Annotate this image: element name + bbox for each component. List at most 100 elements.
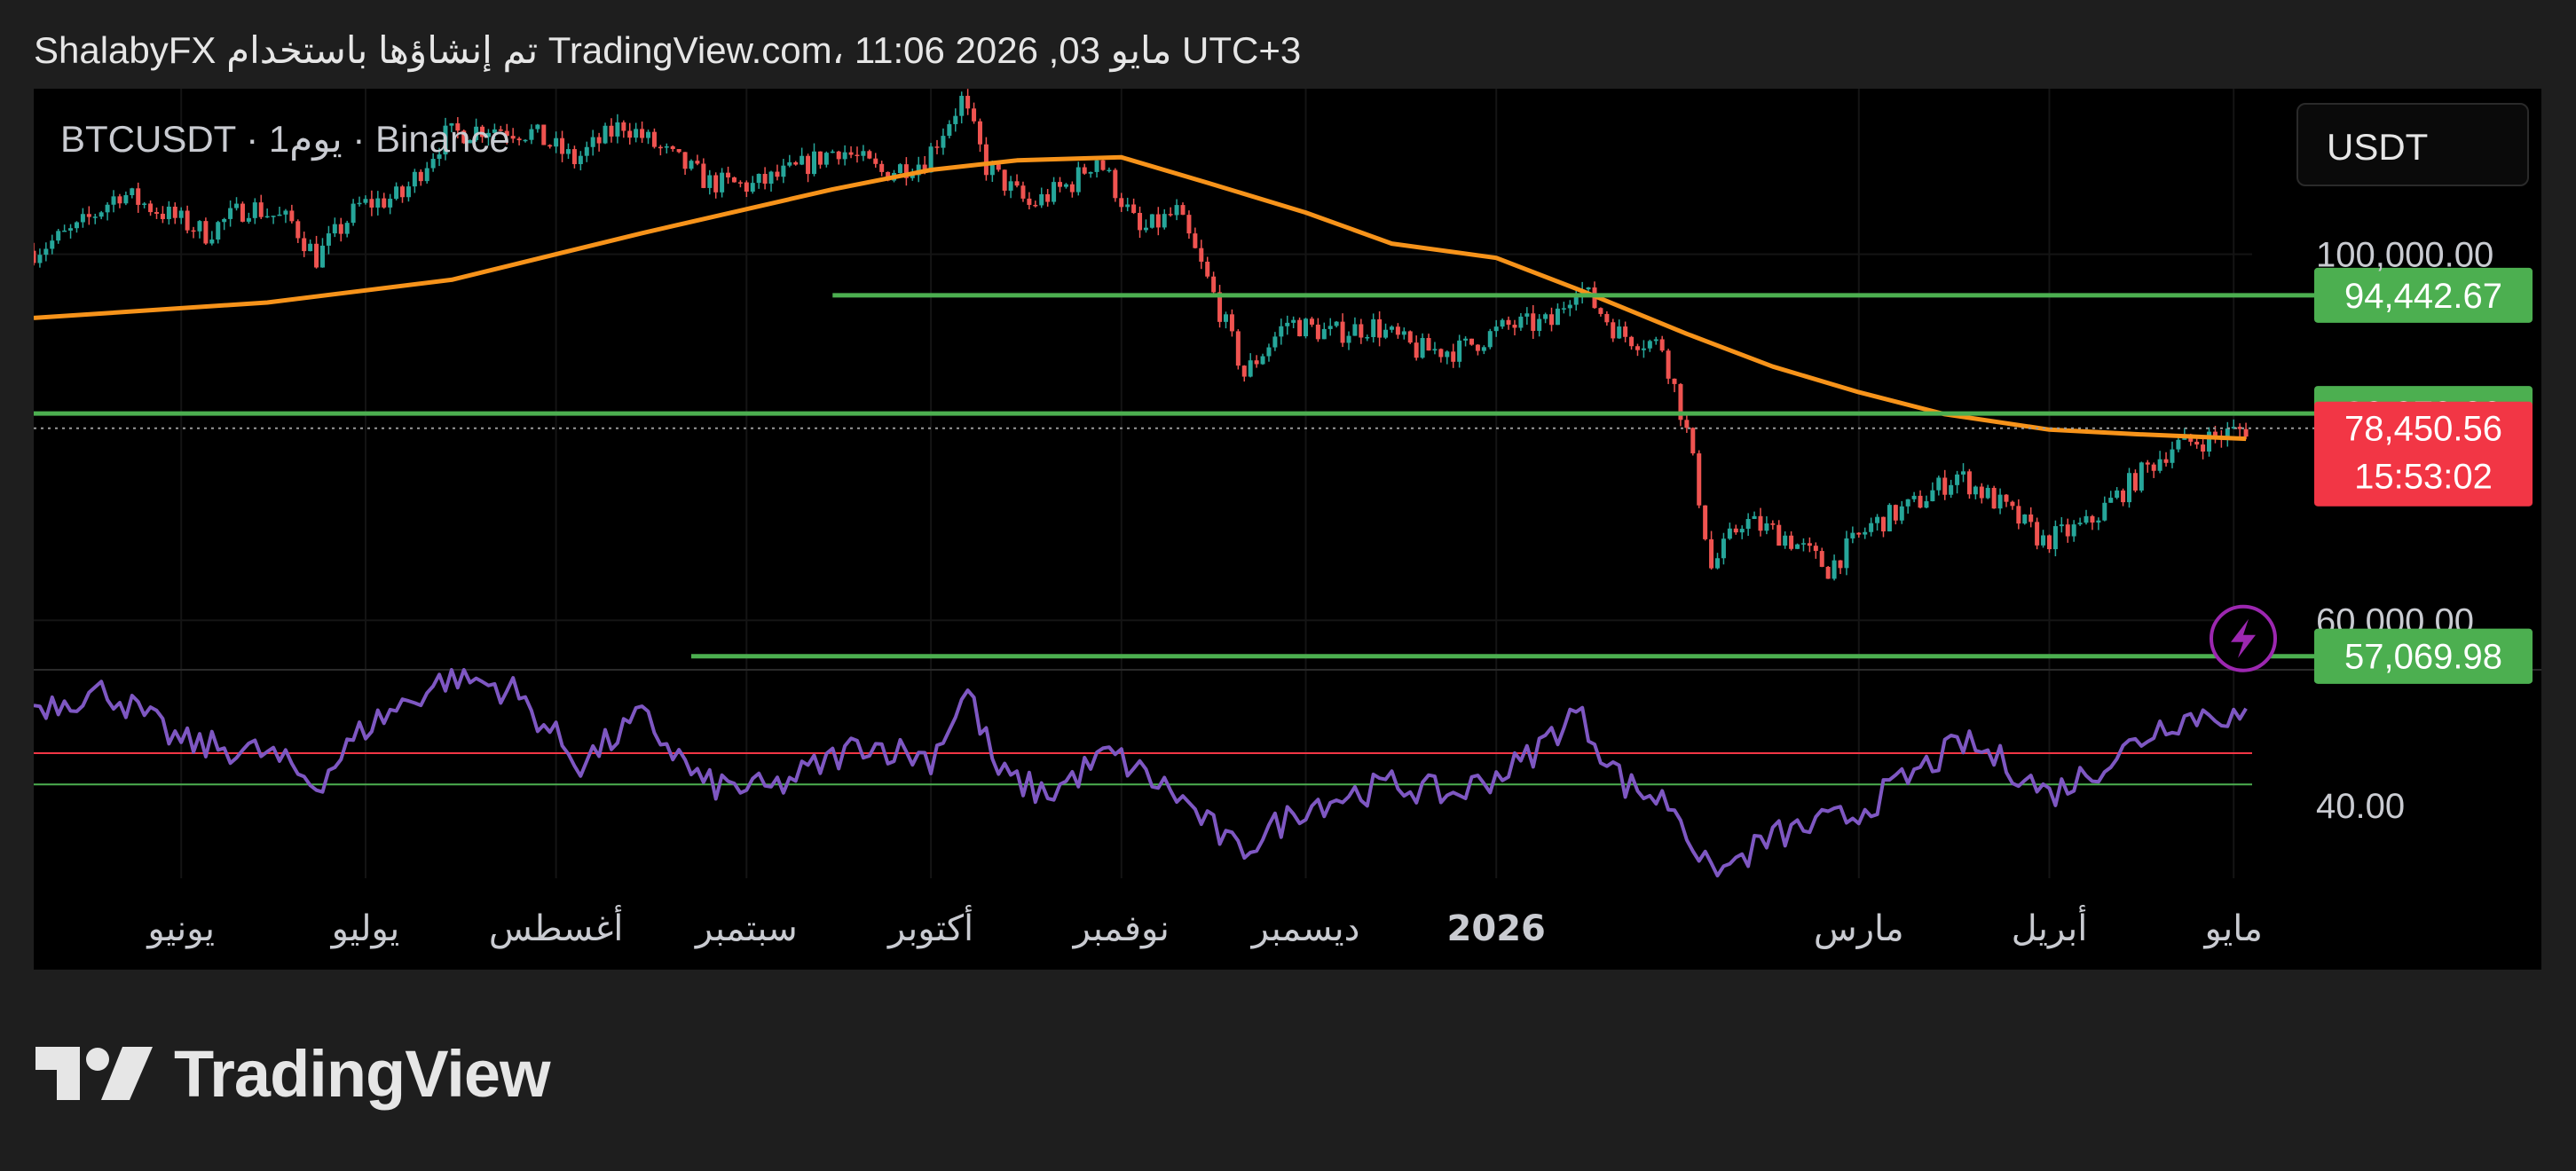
candle-up xyxy=(1555,308,1560,326)
candle-up xyxy=(800,155,805,165)
candle-up xyxy=(1715,558,1721,569)
candle-down xyxy=(1199,248,1204,262)
price-chart-svg[interactable]: 94,442.6780,079.3957,069.9878,450.5615:5… xyxy=(34,89,2541,970)
candle-down xyxy=(640,129,645,138)
candle-down xyxy=(1131,204,1137,214)
candle-down xyxy=(571,149,577,165)
currency-selector[interactable]: USDT xyxy=(2296,103,2529,186)
candle-down xyxy=(713,175,719,193)
candle-up xyxy=(1752,515,1757,519)
candle-up xyxy=(1039,193,1044,206)
candle-down xyxy=(498,129,503,131)
candle-up xyxy=(947,123,952,137)
candle-down xyxy=(1414,342,1419,358)
candle-down xyxy=(541,124,547,145)
candle-down xyxy=(627,130,633,138)
time-axis-label: أغسطس xyxy=(489,905,624,949)
candle-down xyxy=(1672,378,1677,384)
candle-up xyxy=(1487,331,1493,348)
candle-down xyxy=(1893,505,1898,521)
candle-up xyxy=(178,210,184,218)
candle-down xyxy=(1635,346,1640,350)
candle-up xyxy=(142,203,147,205)
candle-up xyxy=(1850,532,1855,538)
time-axis-label: 2026 xyxy=(1447,908,1546,949)
candle-down xyxy=(922,164,927,173)
candle-up xyxy=(375,198,381,208)
candle-down xyxy=(1623,326,1628,337)
candle-up xyxy=(1911,495,1917,499)
candle-down xyxy=(2194,441,2200,445)
candle-up xyxy=(1764,523,1769,531)
candle-up xyxy=(1223,314,1228,322)
candle-up xyxy=(394,186,399,200)
candle-down xyxy=(455,123,461,131)
candle-down xyxy=(1138,213,1143,231)
time-axis-label: يوليو xyxy=(330,908,400,949)
candle-up xyxy=(1383,329,1389,338)
candle-down xyxy=(1186,215,1192,234)
symbol-line[interactable]: BTCUSDT · 1يوم · Binance xyxy=(60,118,510,160)
candle-down xyxy=(382,198,387,208)
candle-down xyxy=(240,203,245,222)
candle-up xyxy=(584,146,589,156)
candle-down xyxy=(1697,453,1702,506)
candle-up xyxy=(2231,427,2236,428)
candle-up xyxy=(209,240,215,244)
candle-up xyxy=(412,171,417,187)
candle-down xyxy=(609,125,614,137)
candle-down xyxy=(295,221,301,239)
candle-down xyxy=(2201,444,2206,452)
candle-up xyxy=(216,222,221,240)
candle-up xyxy=(1481,347,1486,351)
candle-up xyxy=(449,123,454,126)
candle-up xyxy=(1346,335,1351,343)
candle-down xyxy=(670,145,675,150)
candle-up xyxy=(74,222,79,229)
chart-panel[interactable]: 94,442.6780,079.3957,069.9878,450.5615:5… xyxy=(34,89,2541,970)
candle-down xyxy=(1082,167,1087,174)
candle-up xyxy=(1524,313,1530,317)
candle-up xyxy=(578,155,583,165)
level-price-label: 94,442.67 xyxy=(2344,277,2502,316)
candle-up xyxy=(535,124,540,130)
candle-up xyxy=(1973,486,1978,495)
candle-up xyxy=(1924,501,1929,508)
candle-up xyxy=(1321,328,1327,340)
candle-down xyxy=(2237,427,2242,429)
lightning-icon-glyph xyxy=(2231,618,2256,658)
candle-up xyxy=(842,152,847,160)
candle-down xyxy=(2212,431,2218,436)
candle-down xyxy=(1359,324,1364,338)
candle-down xyxy=(983,144,989,176)
candle-up xyxy=(344,223,350,234)
candle-down xyxy=(1113,169,1118,199)
candle-up xyxy=(768,171,774,185)
candle-down xyxy=(701,163,706,188)
candle-down xyxy=(1506,319,1511,326)
candle-up xyxy=(1936,477,1942,491)
candle-up xyxy=(861,151,866,156)
candle-up xyxy=(781,165,786,177)
candle-up xyxy=(105,204,110,213)
candle-up xyxy=(720,172,725,193)
candle-up xyxy=(1949,484,1954,495)
candle-down xyxy=(1666,350,1671,379)
candle-up xyxy=(664,145,669,148)
candle-down xyxy=(86,214,91,217)
chart-attribution: ShalabyFX تم إنشاؤها باستخدام TradingVie… xyxy=(34,29,1302,71)
candle-up xyxy=(424,168,429,182)
candle-down xyxy=(1776,524,1782,546)
candle-down xyxy=(1770,523,1776,525)
candle-up xyxy=(80,214,85,223)
candle-up xyxy=(603,125,608,144)
candle-up xyxy=(1445,351,1450,358)
candle-down xyxy=(191,230,196,232)
candle-down xyxy=(1377,318,1383,338)
candle-down xyxy=(418,171,423,182)
candle-up xyxy=(523,139,528,142)
candle-down xyxy=(2132,473,2138,491)
candle-down xyxy=(2151,464,2156,471)
candle-down xyxy=(1813,546,1818,552)
candle-up xyxy=(1162,214,1167,228)
